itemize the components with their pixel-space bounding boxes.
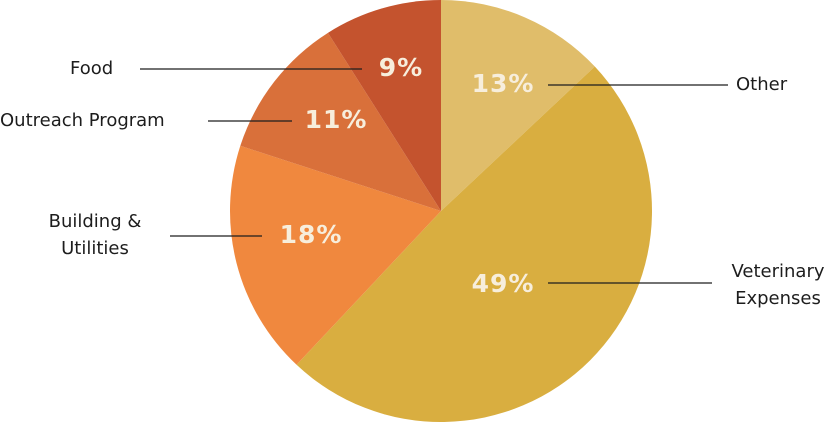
- slice-label: Building & Utilities: [48, 211, 142, 259]
- slice: [240, 32, 441, 212]
- value-label: 11%: [305, 105, 368, 134]
- slice-label: Other: [736, 74, 788, 95]
- slice-label: Veterinary Expenses: [731, 261, 825, 309]
- value-label: 9%: [379, 53, 423, 82]
- slice-label: Food: [70, 58, 114, 79]
- value-label: 18%: [280, 220, 343, 249]
- value-label: 13%: [472, 69, 535, 98]
- value-label: 49%: [472, 269, 535, 298]
- slice: [296, 66, 652, 422]
- slice: [230, 145, 441, 365]
- slice: [327, 0, 441, 211]
- slice: [441, 0, 595, 211]
- slice-label: Outreach Program: [0, 110, 165, 131]
